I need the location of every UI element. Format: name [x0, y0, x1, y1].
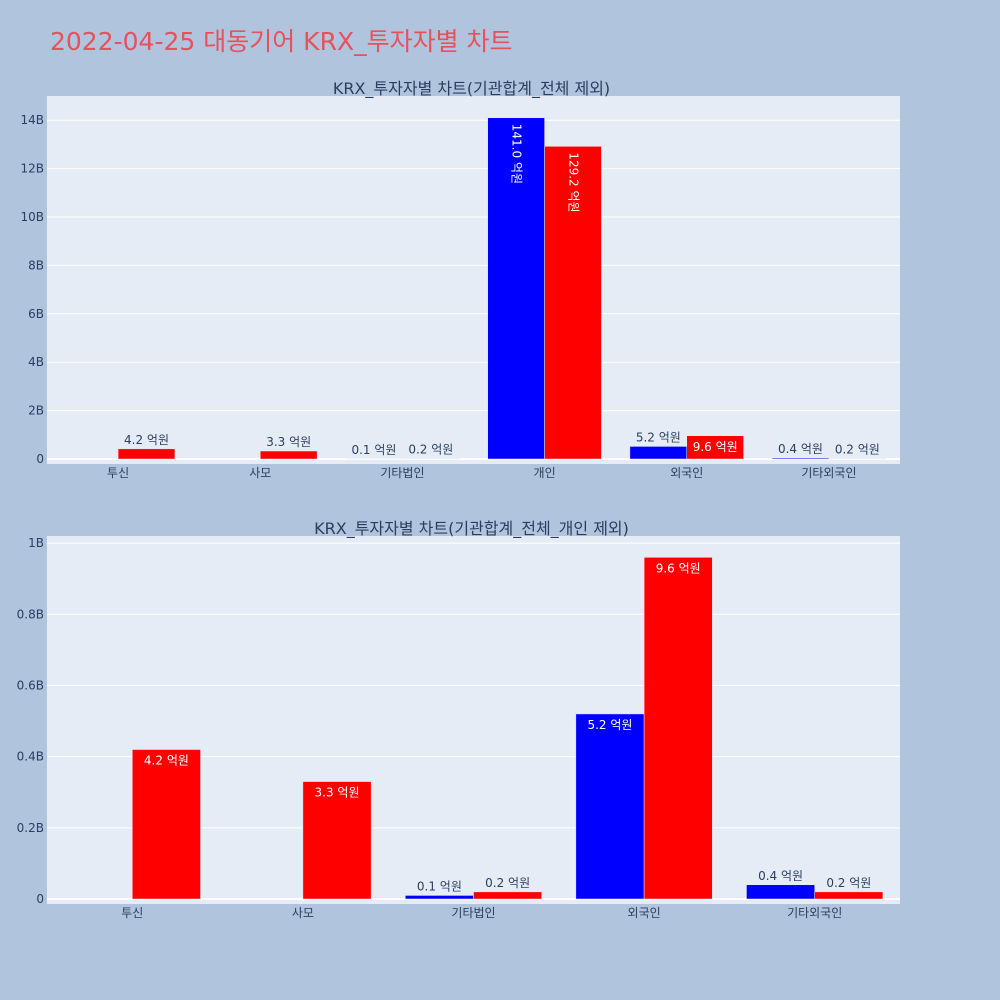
- data-label: 9.6 억원: [693, 440, 738, 454]
- bar: [771, 457, 830, 460]
- data-label: 0.2 억원: [826, 876, 871, 890]
- bar: [132, 749, 201, 900]
- data-label: 4.2 억원: [144, 754, 189, 768]
- x-tick-label: 사모: [292, 906, 314, 920]
- x-tick-label: 기타법인: [380, 466, 424, 480]
- x-tick-label: 투신: [107, 466, 129, 480]
- chart-title: KRX_투자자별 차트(기관합계_전체_개인 제외): [314, 519, 629, 539]
- x-tick-label: 기타외국인: [787, 906, 842, 920]
- y-tick-label: 10B: [20, 210, 44, 224]
- plot-area: [47, 96, 900, 464]
- bar: [746, 884, 815, 900]
- chart-top: 0 2B 4B 6B 8B 10B 12B 14B KRX_투자자별 차트(기관합계_전체 제외…: [20, 79, 900, 480]
- data-label: 0.2 억원: [408, 443, 453, 457]
- bar: [629, 446, 688, 460]
- x-tick-label: 기타외국인: [801, 466, 856, 480]
- y-tick-label: 14B: [20, 113, 44, 127]
- y-tick-label: 0.6B: [17, 678, 44, 692]
- data-label: 3.3 억원: [315, 786, 360, 800]
- bar: [575, 713, 645, 900]
- chart-bottom: 0 0.2B 0.4B 0.6B 0.8B 1B KRX_투자자별 차트(기관합계_전체_개…: [17, 519, 900, 920]
- data-label: 9.6 억원: [656, 561, 701, 575]
- x-tick-label: 외국인: [628, 906, 661, 920]
- y-tick-label: 0.4B: [17, 750, 44, 764]
- x-tick-label: 개인: [534, 466, 556, 480]
- data-label: 5.2 억원: [587, 718, 632, 732]
- y-tick-label: 2B: [28, 404, 44, 418]
- data-label: 3.3 억원: [266, 435, 311, 449]
- bar: [302, 781, 372, 900]
- y-tick-label: 4B: [28, 355, 44, 369]
- data-label: 0.2 억원: [835, 443, 880, 457]
- bar: [544, 146, 602, 460]
- bar: [473, 891, 542, 900]
- y-tick-label: 6B: [28, 307, 44, 321]
- y-tick-label: 8B: [28, 258, 44, 272]
- x-tick-label: 사모: [249, 466, 271, 480]
- y-tick-label: 0.8B: [17, 607, 44, 621]
- data-label: 141.0 억원: [510, 124, 524, 184]
- bar: [643, 557, 713, 900]
- x-tick-label: 외국인: [670, 466, 703, 480]
- x-tick-label: 기타법인: [451, 906, 495, 920]
- y-tick-label: 0: [36, 452, 44, 466]
- data-label: 4.2 억원: [124, 433, 169, 447]
- chart-title: KRX_투자자별 차트(기관합계_전체 제외): [333, 79, 610, 99]
- data-label: 0.2 억원: [485, 876, 530, 890]
- page-title: 2022-04-25 대동기어 KRX_투자자별 차트: [50, 27, 513, 56]
- data-label: 0.1 억원: [351, 443, 396, 457]
- bar: [487, 117, 545, 460]
- data-label: 0.4 억원: [778, 442, 823, 456]
- data-label: 0.1 억원: [417, 879, 462, 893]
- bar: [260, 450, 318, 460]
- y-tick-label: 12B: [20, 162, 44, 176]
- data-label: 129.2 억원: [567, 152, 581, 212]
- x-tick-label: 투신: [121, 906, 143, 920]
- data-label: 0.4 억원: [758, 869, 803, 883]
- data-label: 5.2 억원: [636, 430, 681, 444]
- y-tick-label: 0.2B: [17, 821, 44, 835]
- bar: [405, 895, 474, 900]
- y-tick-label: 0: [36, 892, 44, 906]
- bar: [814, 891, 884, 900]
- y-tick-label: 1B: [28, 536, 44, 550]
- bar: [686, 435, 744, 460]
- bar: [117, 448, 176, 460]
